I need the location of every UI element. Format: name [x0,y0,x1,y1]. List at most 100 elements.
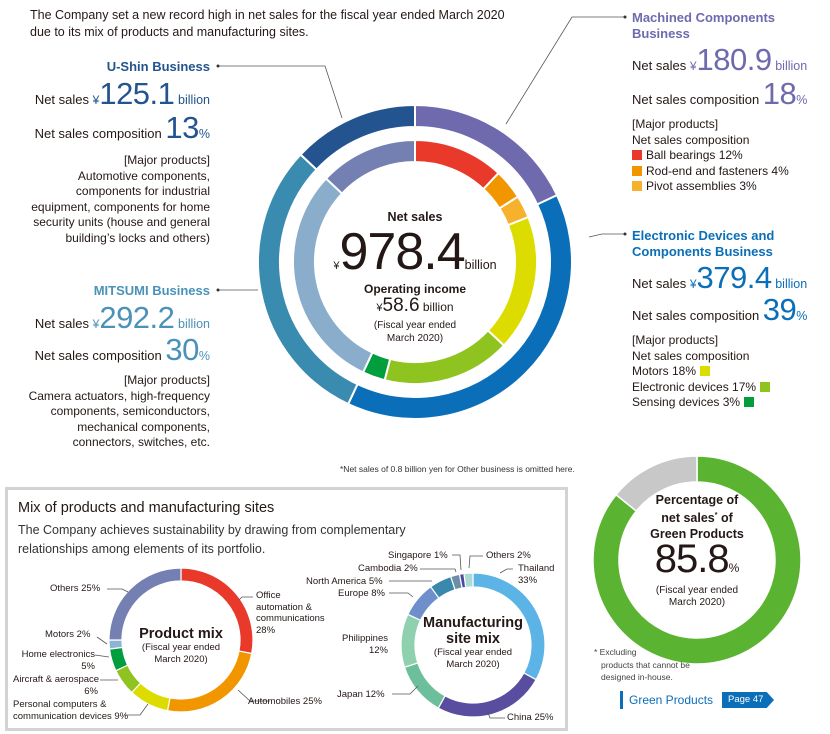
legend-label: Pivot assemblies 3% [646,179,757,194]
green-fiscal: (Fiscal year ended March 2020) [622,585,772,609]
value: 180.9 [696,42,773,77]
unit: % [198,349,210,363]
l: Home electronics [21,649,95,660]
l: automation & [256,601,312,613]
leader-china [486,709,505,719]
label-china: China 25% [507,712,554,723]
ushin-composition: Net sales composition 13% [0,112,210,143]
label: Net sales [632,276,687,291]
slice-u-shin-business [324,138,416,195]
unit: % [796,309,808,323]
leader-others [107,588,129,593]
l: Philippines [342,633,388,644]
chart-title: Manufacturing [423,615,523,631]
label-pc: Personal computers & communication device… [13,699,128,722]
yen: ¥ [333,260,340,272]
value: 39 [762,292,797,327]
label: Net sales composition [632,308,760,323]
slice-green-products [592,455,802,665]
label: Net sales composition [34,126,162,141]
leader-office [238,596,253,601]
label-motors: Motors 2% [45,629,91,640]
legend-item: Electronic devices 17% [632,380,830,396]
line: net sales* of [622,508,772,526]
legend-item: Ball bearings 12% [632,148,830,164]
title-line: Machined Components [632,10,776,25]
l: 12% [368,644,388,656]
intro-line: due to its mix of products and manufactu… [30,25,309,39]
t: net sales [661,511,715,526]
op-income-value: ¥58.6 billion [305,295,525,317]
leader-ushin [218,65,343,119]
label-cambodia: Cambodia 2% [358,563,418,574]
leader-cambodia [420,568,457,573]
leader-others-site [468,555,483,569]
line: March 2020) [446,659,500,670]
l: 5% [81,660,95,672]
unit: billion [422,300,454,314]
mitsumi-products: [Major products] Camera actuators, high-… [0,373,210,451]
value: 125.1 [99,76,175,111]
yen: ¥ [92,93,100,107]
electronic-block: Electronic Devices and Components Busine… [632,228,830,411]
green-products-link[interactable]: Green Products [620,691,713,709]
label-automobiles: Automobiles 25% [248,696,322,707]
line: (Fiscal year ended [141,642,221,653]
line: March 2020) [154,654,208,665]
unit: % [198,127,210,141]
leader-europe [389,592,414,598]
l: communication devices 9% [13,710,129,722]
machined-block: Machined Components Business Net sales ¥… [632,10,830,195]
value: 13 [165,110,199,145]
green-value: 85.8% [622,537,772,582]
chart-title: site mix [446,631,500,647]
leader-auto [237,689,270,702]
mix-title: Mix of products and manufacturing sites [18,500,275,516]
label: Net sales [632,58,687,73]
product-line: security units (house and general [33,215,210,230]
unit: % [728,561,740,575]
l: Personal computers & [13,699,107,710]
label-office: Office automation & communications 28% [256,590,325,636]
legend-item: Rod-end and fasteners 4% [632,164,830,180]
line: * Excluding [594,647,637,657]
machined-composition: Net sales composition 18% [632,78,830,109]
line: Green Products [650,527,744,542]
ushin-products: [Major products] Automotive components, … [0,153,210,247]
intro-text: The Company set a new record high in net… [30,7,550,41]
label-singapore: Singapore 1% [388,550,448,561]
legend-item: Motors 18% [632,364,830,380]
value: 30 [165,332,199,367]
green-title: Percentage of net sales* of Green Produc… [622,492,772,542]
yen: ¥ [376,302,383,314]
label: [Major products] [632,117,719,131]
line: Percentage of [655,493,739,507]
legend-label: Electronic devices 17% [632,379,757,394]
value: 18 [762,76,797,111]
label: Net sales composition [632,132,750,147]
l: 28% [256,624,276,636]
leader-thailand [499,568,513,574]
line: (Fiscal year ended [655,585,739,596]
value: 85.8 [654,537,730,581]
asterisk: * [714,512,718,519]
site-mix-center: Manufacturing site mix (Fiscal year ende… [408,615,538,671]
label-thailand: Thailand 33% [518,563,554,586]
legend-item: Pivot assemblies 3% [632,179,830,195]
product-line: building’s locks and others) [65,230,210,245]
label: [Major products] [123,153,210,167]
yen: ¥ [92,317,100,331]
legend-label: Sensing devices 3% [632,395,741,410]
legend-label: Ball bearings 12% [646,148,743,163]
electronic-title: Electronic Devices and Components Busine… [632,228,830,260]
title-line: Components Business [632,244,773,259]
page-47-button[interactable]: Page 47 [722,692,774,708]
mitsumi-title: MITSUMI Business [93,283,210,298]
line: The Company achieves sustainability by d… [18,523,406,537]
l: 33% [518,574,538,586]
value: 978.4 [339,223,466,281]
line: relationships among elements of its port… [18,542,266,556]
swatch [700,366,711,377]
label: Net sales composition [34,348,162,363]
line: (Fiscal year ended [373,319,457,331]
